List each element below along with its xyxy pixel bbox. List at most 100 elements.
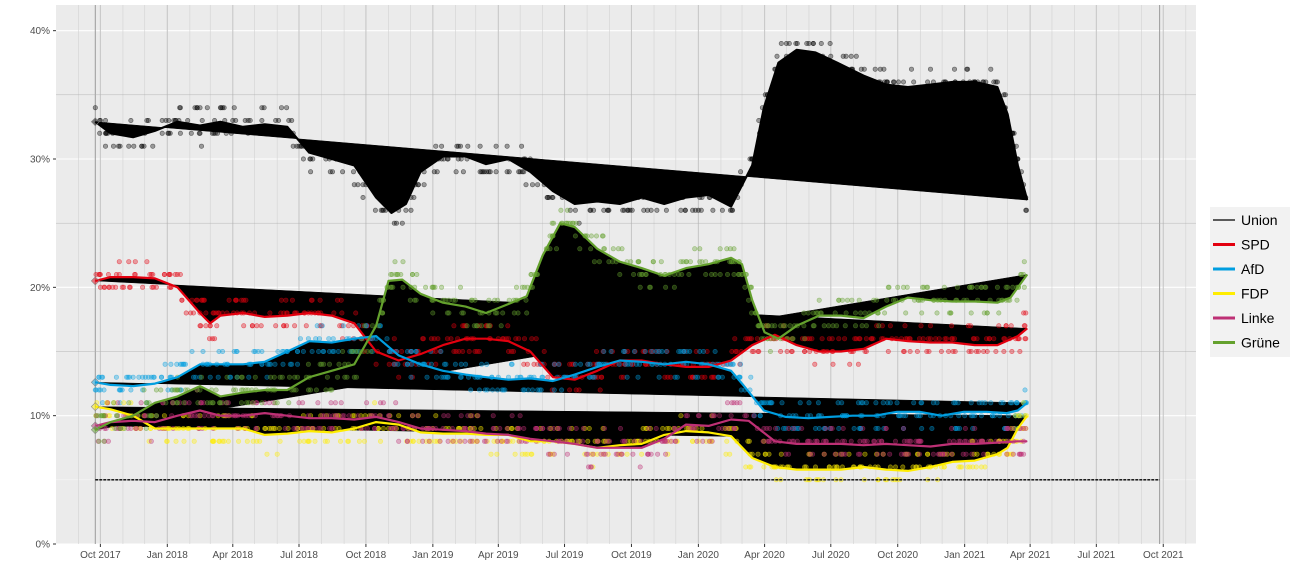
x-tick-label: Oct 2020 (877, 550, 918, 561)
poll-dot (905, 92, 911, 98)
poll-dot (506, 297, 512, 303)
poll-dot (970, 336, 976, 342)
poll-dot (300, 156, 306, 162)
poll-dot (399, 220, 405, 226)
poll-dot (224, 374, 230, 380)
poll-dot (105, 438, 111, 444)
poll-dot (364, 425, 370, 431)
trend-line-grüne (94, 222, 1029, 431)
poll-dot (407, 182, 413, 188)
poll-dot (96, 387, 102, 393)
poll-dot (323, 387, 329, 393)
poll-dot (834, 323, 840, 329)
poll-dot (153, 387, 159, 393)
poll-dot (300, 348, 306, 354)
poll-dot (425, 156, 431, 162)
poll-dot (836, 297, 842, 303)
poll-dot (802, 348, 808, 354)
poll-dot (678, 207, 684, 213)
poll-dot (163, 118, 169, 124)
poll-dot (454, 143, 460, 149)
poll-dot (532, 425, 538, 431)
poll-dot (852, 310, 858, 316)
poll-dot (380, 400, 386, 406)
poll-dot (244, 438, 250, 444)
poll-dot (600, 233, 606, 239)
poll-dot (855, 361, 861, 367)
poll-dot (644, 207, 650, 213)
legend-label-fdp: FDP (1241, 286, 1269, 302)
poll-dot (748, 464, 754, 470)
poll-dot (399, 348, 405, 354)
poll-dot (462, 438, 468, 444)
poll-dot (1005, 451, 1011, 457)
poll-dot (380, 207, 386, 213)
poll-dot (779, 400, 785, 406)
poll-dot (209, 400, 215, 406)
poll-dot (92, 105, 98, 111)
poll-dot (1003, 284, 1009, 290)
poll-dot (334, 413, 340, 419)
poll-dot (215, 374, 221, 380)
poll-dot (877, 66, 883, 72)
poll-dot (569, 195, 575, 201)
poll-dot (476, 348, 482, 354)
poll-dot (862, 438, 868, 444)
poll-dot (957, 425, 963, 431)
poll-dot (699, 425, 705, 431)
poll-dot (738, 169, 744, 175)
poll-dot (709, 438, 715, 444)
poll-dot (728, 259, 734, 265)
poll-dot (169, 387, 175, 393)
poll-dot (885, 348, 891, 354)
poll-dot (625, 361, 631, 367)
poll-dot (391, 361, 397, 367)
poll-dot (560, 182, 566, 188)
poll-dot (433, 413, 439, 419)
poll-dot (509, 413, 515, 419)
poll-dot (290, 143, 296, 149)
poll-dot (974, 451, 980, 457)
poll-dot (703, 271, 709, 277)
poll-dot (107, 413, 113, 419)
poll-dot (1000, 400, 1006, 406)
poll-dot (996, 323, 1002, 329)
poll-dot (729, 400, 735, 406)
poll-dot (839, 451, 845, 457)
poll-dot (631, 438, 637, 444)
poll-dot (873, 400, 879, 406)
poll-dot (650, 259, 656, 265)
poll-dot (130, 374, 136, 380)
poll-dot (164, 438, 170, 444)
poll-dot (724, 438, 730, 444)
poll-dot (789, 336, 795, 342)
poll-dot (959, 464, 965, 470)
poll-dot (204, 105, 210, 111)
poll-dot (901, 438, 907, 444)
poll-dot (842, 323, 848, 329)
poll-dot (282, 130, 288, 136)
poll-dot (712, 271, 718, 277)
poll-dot (697, 182, 703, 188)
poll-dot (361, 438, 367, 444)
poll-dot (920, 92, 926, 98)
poll-dot (955, 400, 961, 406)
poll-dot (177, 130, 183, 136)
poll-dot (380, 425, 386, 431)
poll-dot (916, 451, 922, 457)
poll-dot (270, 425, 276, 431)
poll-dot (388, 425, 394, 431)
poll-dot (652, 195, 658, 201)
poll-dot (117, 143, 123, 149)
poll-dot (860, 438, 866, 444)
poll-dot (423, 284, 429, 290)
poll-dot (590, 451, 596, 457)
poll-dot (460, 310, 466, 316)
poll-dot (116, 259, 122, 265)
poll-dot (904, 284, 910, 290)
poll-dot (622, 348, 628, 354)
poll-dot (535, 182, 541, 188)
poll-dot (519, 143, 525, 149)
poll-dot (933, 336, 939, 342)
poll-dot (505, 323, 511, 329)
